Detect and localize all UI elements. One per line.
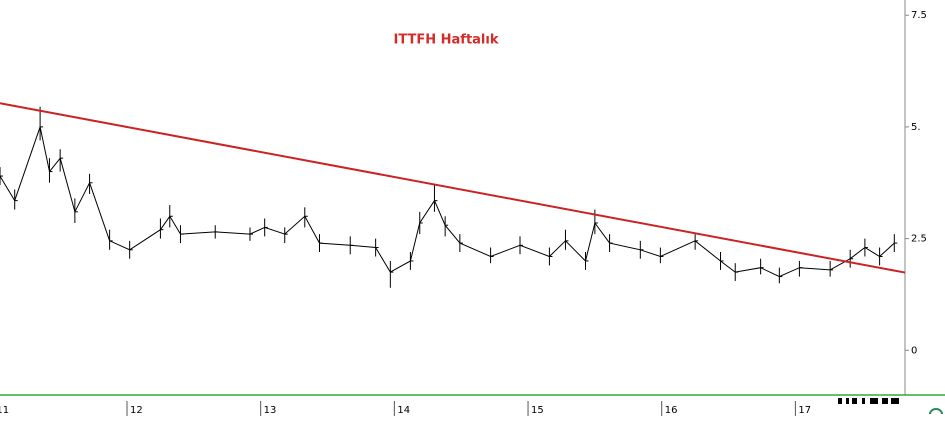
- trendline: [0, 102, 906, 274]
- x-tick-label: 16: [665, 405, 678, 416]
- x-tick-label: 17: [798, 405, 811, 416]
- x-tick-label: 13: [264, 405, 277, 416]
- refresh-icon[interactable]: [929, 408, 943, 415]
- scroll-markers: [838, 398, 899, 404]
- y-tick-label: 7.5: [911, 10, 927, 21]
- x-tick-label: 15: [531, 405, 544, 416]
- price-line: [0, 125, 895, 278]
- y-tick-label: 5.: [911, 122, 921, 133]
- x-tick-label: 11: [0, 405, 9, 416]
- x-tick-label: 12: [130, 405, 143, 416]
- x-tick-label: 14: [397, 405, 410, 416]
- chart-title: ITTFH Haftalık: [393, 33, 498, 48]
- y-tick-label: 2.5: [911, 234, 927, 245]
- y-tick-label: 0: [911, 345, 917, 356]
